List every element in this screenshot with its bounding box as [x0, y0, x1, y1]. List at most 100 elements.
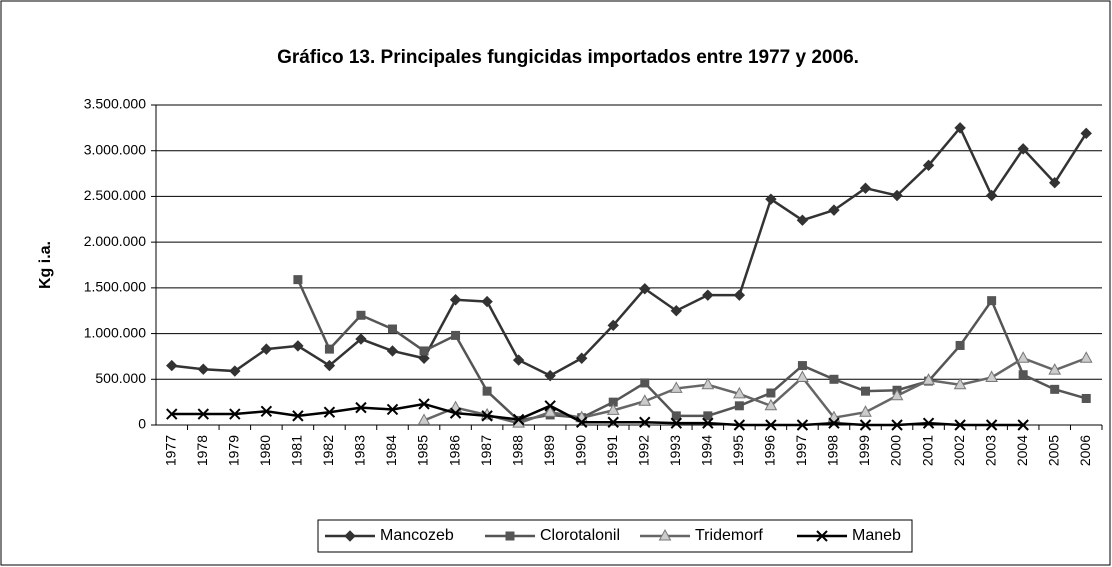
marker [670, 305, 683, 317]
marker [418, 398, 430, 410]
marker [828, 417, 840, 429]
x-tick-label: 1993 [667, 435, 683, 466]
marker [293, 275, 303, 285]
marker [985, 419, 998, 431]
y-tick-label: 1.500.000 [84, 279, 146, 295]
marker [922, 417, 935, 429]
marker [765, 193, 777, 205]
y-tick-label: 500.000 [95, 370, 146, 386]
marker [606, 403, 620, 415]
y-tick-label: 2.000.000 [84, 233, 146, 249]
marker [292, 410, 304, 422]
marker [987, 296, 997, 306]
marker [512, 354, 525, 366]
marker [985, 189, 998, 202]
marker [766, 388, 776, 398]
marker [1048, 363, 1062, 375]
x-tick-label: 1999 [856, 435, 872, 466]
x-tick-label: 2002 [951, 435, 967, 466]
x-tick-label: 1979 [226, 435, 242, 466]
x-tick-label: 2005 [1045, 435, 1061, 466]
marker [388, 324, 397, 334]
marker [891, 419, 903, 431]
marker [797, 361, 807, 371]
marker [733, 289, 746, 301]
marker [829, 374, 839, 384]
marker [796, 214, 809, 226]
x-tick-label: 1998 [825, 435, 841, 466]
marker [544, 369, 556, 382]
marker [640, 378, 650, 388]
marker [575, 352, 588, 364]
marker [1080, 127, 1092, 140]
legend-marker [816, 530, 828, 542]
marker [607, 319, 619, 332]
marker [890, 388, 904, 401]
legend: Mancozeb Clorotalonil Tridemorf Maneb [317, 519, 913, 553]
marker [796, 370, 809, 382]
marker [1048, 177, 1061, 189]
marker [1081, 393, 1091, 403]
marker [828, 204, 840, 216]
x-tick-label: 1988 [509, 435, 525, 466]
marker [543, 405, 557, 417]
marker [1017, 419, 1029, 431]
marker [1018, 370, 1028, 380]
marker [449, 407, 462, 419]
marker [166, 408, 178, 420]
legend-label: Tridemorf [695, 527, 763, 544]
marker [671, 411, 681, 421]
x-tick-label: 1995 [730, 435, 746, 466]
marker [417, 413, 431, 425]
marker [985, 370, 998, 382]
x-tick-label: 2001 [919, 435, 935, 466]
x-tick-label: 1991 [604, 435, 620, 466]
marker [764, 398, 778, 411]
marker [197, 363, 210, 375]
marker [922, 159, 935, 172]
marker [891, 189, 903, 202]
series-line [171, 125, 1088, 378]
marker [955, 340, 965, 350]
x-tick-label: 1981 [289, 435, 305, 466]
marker [954, 419, 966, 431]
marker [324, 344, 334, 354]
marker [953, 377, 967, 390]
x-tick-label: 2004 [1014, 435, 1030, 466]
marker [702, 417, 714, 429]
x-tick-label: 1986 [446, 435, 462, 466]
marker [1050, 384, 1060, 394]
y-axis-label: Kg i.a. [37, 241, 54, 289]
x-tick-label: 1987 [478, 435, 494, 466]
marker [639, 283, 651, 295]
marker [323, 359, 336, 372]
marker [734, 401, 744, 411]
marker [639, 416, 651, 428]
marker [703, 411, 713, 421]
x-tick-label: 1980 [257, 435, 273, 466]
marker [733, 419, 746, 431]
x-tick-label: 1977 [162, 435, 178, 466]
marker [575, 416, 588, 428]
marker [229, 365, 241, 377]
x-tick-label: 1983 [352, 435, 368, 466]
marker [260, 343, 273, 355]
marker [922, 373, 935, 385]
marker [861, 386, 870, 396]
marker [292, 340, 304, 352]
marker [765, 419, 777, 431]
marker [418, 352, 430, 364]
marker [733, 386, 746, 399]
marker [669, 381, 683, 393]
marker [859, 182, 872, 194]
marker [386, 345, 399, 357]
y-tick-label: 2.500.000 [84, 187, 146, 203]
marker [796, 419, 809, 431]
y-tick-label: 1.000.000 [84, 324, 146, 340]
series-line [296, 279, 1087, 422]
x-tick-label: 1994 [699, 435, 715, 466]
marker [512, 413, 525, 426]
